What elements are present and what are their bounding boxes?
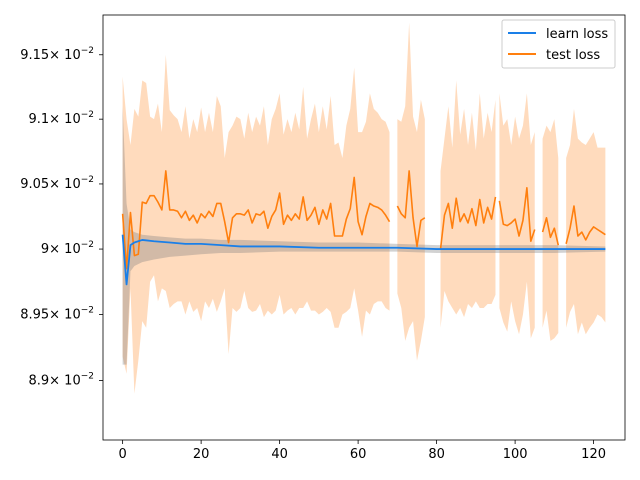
test-loss-line-segment-1 (396, 170, 426, 248)
y-tick-label: 8.9× 10−2 (28, 371, 94, 388)
plot-frame (102, 14, 626, 441)
test-loss-line-segment-5 (565, 205, 606, 245)
test-loss-band-segment-2 (440, 80, 496, 328)
y-axis-ticks: 8.9× 10−2 8.95× 10−2 9× 10−2 9.05× 10−2 9.1×… (20, 46, 103, 388)
x-tick-label: 120 (581, 447, 606, 462)
test-loss-line-segment-3 (498, 187, 536, 243)
test-loss-band-segment-3 (499, 93, 535, 339)
x-tick-label: 20 (193, 447, 210, 462)
x-tick-label: 60 (350, 447, 367, 462)
test-loss-band-segment-0 (122, 54, 390, 394)
test-loss-line-segment-2 (439, 196, 497, 250)
x-axis-ticks: 0 20 40 60 80 100 120 (118, 440, 606, 462)
y-tick-label: 9.05× 10−2 (20, 175, 94, 192)
x-tick-label: 80 (428, 447, 445, 462)
y-tick-label: 9.15× 10−2 (20, 46, 94, 63)
learn-loss-line (121, 234, 606, 286)
x-tick-label: 40 (271, 447, 288, 462)
test-loss-line-segment-0 (121, 170, 391, 270)
legend: learn loss test loss (501, 19, 616, 69)
test-loss-band-segment-4 (542, 119, 559, 341)
legend-label-learn-loss: learn loss (546, 27, 608, 42)
test-loss-band-segment-5 (566, 108, 606, 335)
y-tick-label: 8.95× 10−2 (20, 306, 94, 323)
test-loss-line-segment-4 (541, 216, 560, 246)
y-tick-label: 9× 10−2 (41, 240, 94, 257)
legend-label-test-loss: test loss (546, 48, 600, 63)
x-tick-label: 100 (503, 447, 528, 462)
x-tick-label: 0 (118, 447, 126, 462)
series-lines (121, 170, 606, 286)
y-tick-label: 9.1× 10−2 (28, 110, 94, 127)
